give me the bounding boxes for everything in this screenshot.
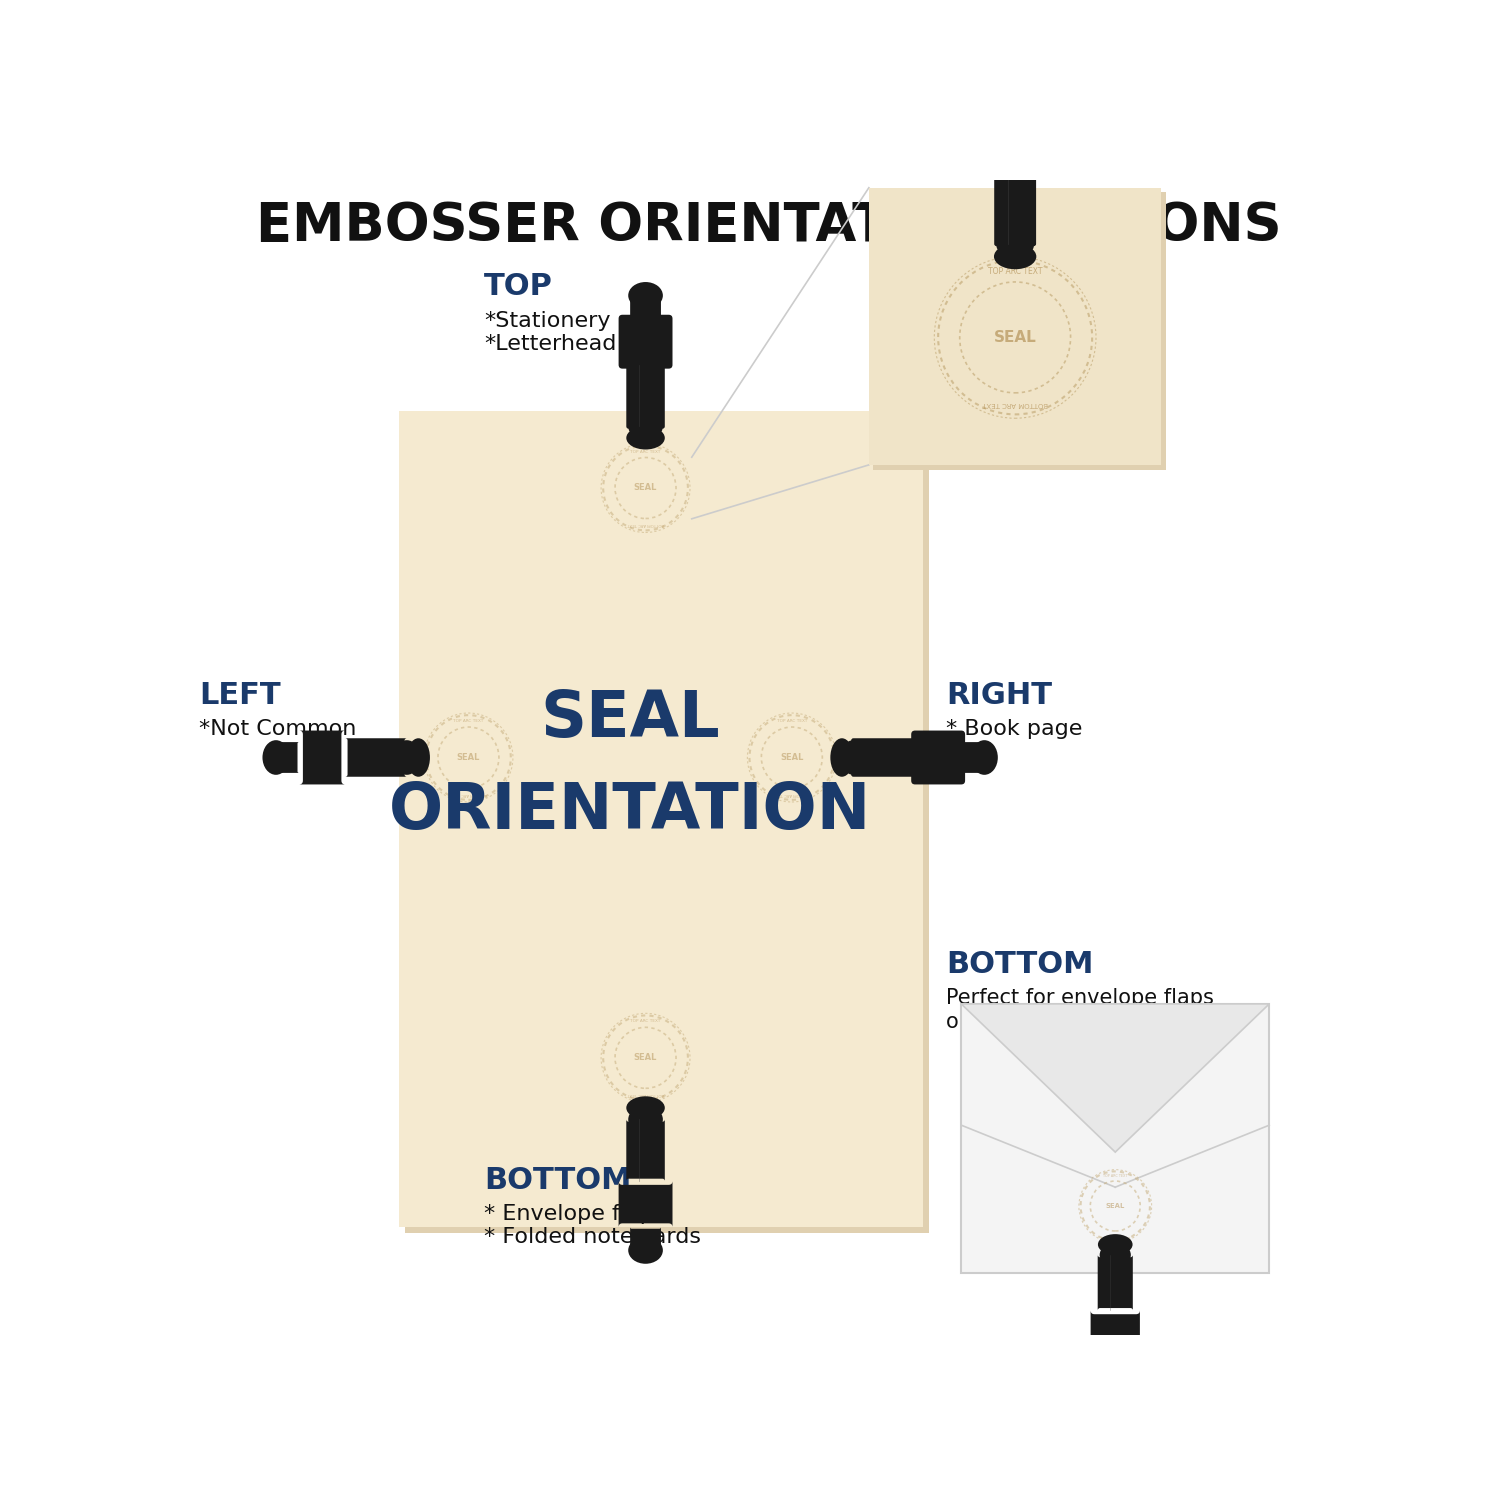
Text: RIGHT: RIGHT — [946, 681, 1052, 710]
Bar — [868, 188, 1161, 465]
FancyBboxPatch shape — [994, 174, 1036, 246]
FancyBboxPatch shape — [960, 742, 986, 772]
Text: *Stationery
*Letterhead: *Stationery *Letterhead — [484, 310, 616, 354]
Text: TOP ARC TEXT: TOP ARC TEXT — [988, 267, 1042, 276]
Ellipse shape — [996, 230, 1033, 258]
Text: TOP ARC TEXT: TOP ARC TEXT — [630, 450, 660, 453]
Text: * Envelope flaps
* Folded note cards: * Envelope flaps * Folded note cards — [484, 1204, 700, 1248]
FancyBboxPatch shape — [630, 294, 662, 320]
Text: TOP ARC TEXT: TOP ARC TEXT — [630, 1020, 660, 1023]
FancyBboxPatch shape — [618, 1180, 672, 1227]
Ellipse shape — [628, 1106, 663, 1132]
Text: TOP ARC TEXT: TOP ARC TEXT — [453, 718, 483, 723]
Bar — [962, 1004, 1269, 1274]
Text: SEAL: SEAL — [540, 688, 720, 750]
Text: BOTTOM ARC TEXT: BOTTOM ARC TEXT — [450, 792, 488, 796]
Text: SEAL: SEAL — [634, 1053, 657, 1062]
Ellipse shape — [628, 413, 663, 440]
FancyBboxPatch shape — [618, 315, 672, 369]
Text: BOTTOM ARC TEXT: BOTTOM ARC TEXT — [627, 1092, 664, 1096]
FancyBboxPatch shape — [627, 363, 664, 429]
Text: SEAL: SEAL — [634, 483, 657, 492]
Text: BOTTOM ARC TEXT: BOTTOM ARC TEXT — [774, 792, 810, 796]
Ellipse shape — [406, 738, 430, 777]
Text: LEFT: LEFT — [200, 681, 280, 710]
FancyBboxPatch shape — [627, 1119, 664, 1180]
FancyBboxPatch shape — [1090, 1311, 1140, 1352]
Text: Perfect for envelope flaps
or bottom of page seals: Perfect for envelope flaps or bottom of … — [946, 988, 1214, 1032]
Ellipse shape — [393, 740, 420, 776]
Ellipse shape — [1100, 1244, 1131, 1268]
Ellipse shape — [628, 282, 663, 309]
Bar — [399, 411, 922, 1227]
Ellipse shape — [1098, 1234, 1132, 1256]
Ellipse shape — [262, 740, 290, 776]
FancyBboxPatch shape — [999, 99, 1032, 128]
FancyBboxPatch shape — [345, 738, 406, 777]
FancyBboxPatch shape — [910, 730, 964, 784]
Ellipse shape — [970, 740, 998, 776]
Text: SEAL: SEAL — [1106, 1203, 1125, 1209]
Ellipse shape — [994, 244, 1036, 268]
Ellipse shape — [627, 426, 664, 450]
Ellipse shape — [831, 738, 854, 777]
FancyBboxPatch shape — [850, 738, 918, 777]
Text: BOTTOM ARC TEXT: BOTTOM ARC TEXT — [627, 522, 664, 526]
Text: SEAL: SEAL — [994, 330, 1036, 345]
Ellipse shape — [1100, 1360, 1131, 1384]
Text: * Book page: * Book page — [946, 718, 1082, 740]
Text: TOP ARC TEXT: TOP ARC TEXT — [1102, 1174, 1128, 1178]
FancyBboxPatch shape — [1101, 1352, 1130, 1372]
Ellipse shape — [628, 1238, 663, 1264]
Text: BOTTOM ARC TEXT: BOTTOM ARC TEXT — [1101, 1234, 1130, 1238]
FancyBboxPatch shape — [630, 1227, 662, 1251]
Text: TOP: TOP — [484, 273, 552, 302]
Text: BOTTOM ARC TEXT: BOTTOM ARC TEXT — [982, 400, 1048, 406]
Text: BOTTOM: BOTTOM — [484, 1166, 632, 1194]
Ellipse shape — [840, 740, 867, 776]
Ellipse shape — [996, 86, 1033, 114]
Text: TOP ARC TEXT: TOP ARC TEXT — [777, 718, 807, 723]
FancyBboxPatch shape — [986, 122, 1044, 180]
Bar — [873, 192, 1166, 470]
Text: ORIENTATION: ORIENTATION — [388, 780, 872, 843]
Text: EMBOSSER ORIENTATION OPTIONS: EMBOSSER ORIENTATION OPTIONS — [256, 200, 1281, 252]
FancyBboxPatch shape — [298, 730, 345, 784]
Text: *Not Common: *Not Common — [200, 718, 357, 740]
Polygon shape — [962, 1004, 1269, 1152]
Text: SEAL: SEAL — [780, 753, 804, 762]
FancyBboxPatch shape — [276, 742, 298, 772]
Ellipse shape — [627, 1096, 664, 1119]
FancyBboxPatch shape — [1098, 1256, 1132, 1311]
Text: BOTTOM: BOTTOM — [946, 950, 1094, 980]
Text: SEAL: SEAL — [458, 753, 480, 762]
Bar — [405, 417, 928, 1233]
